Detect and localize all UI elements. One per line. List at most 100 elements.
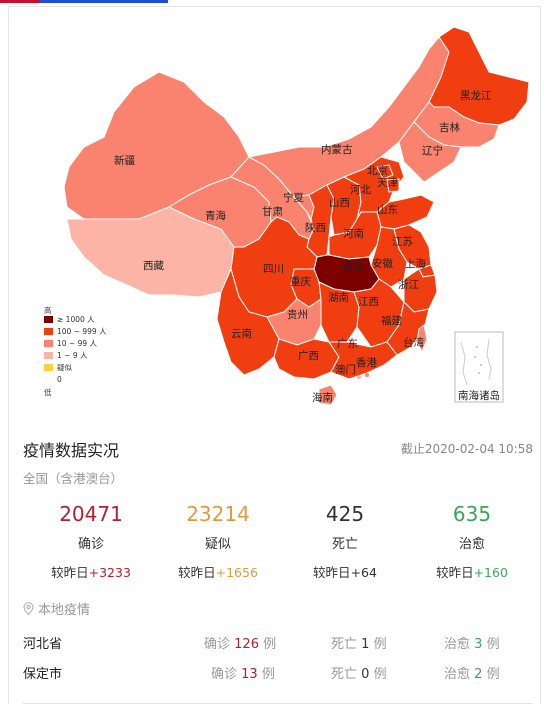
province-taiwan[interactable] [416, 324, 428, 354]
stats-timestamp: 截止2020-02-04 10:58 [400, 442, 533, 456]
region-cured: 治愈 3 例 [444, 633, 500, 652]
label-shaanxi: 陕西 [305, 221, 326, 234]
province-liaoning[interactable] [398, 121, 462, 183]
cured-label: 治愈 [444, 667, 471, 682]
label-chongqing: 重庆 [290, 275, 311, 288]
region-confirmed: 确诊 13 例 [211, 663, 275, 682]
legend-high: 高 [44, 305, 52, 315]
label-yunnan: 云南 [231, 327, 252, 340]
death-label: 死亡 [331, 637, 358, 652]
top-accent-bar [0, 0, 549, 3]
label-liaoning: 辽宁 [422, 144, 443, 157]
label-shandong: 山东 [377, 203, 398, 216]
label-hebei: 河北 [350, 184, 371, 196]
region-name: 保定市 [23, 667, 63, 682]
delta-prefix: 较昨日 [178, 565, 216, 580]
unit: 例 [486, 667, 500, 682]
unit: 例 [373, 667, 387, 682]
unit: 例 [486, 637, 500, 652]
confirmed-count: 126 [234, 637, 259, 652]
legend-low: 低 [44, 387, 52, 397]
province-heilongjiang[interactable] [428, 26, 530, 126]
label-henan: 河南 [343, 227, 364, 240]
unit: 例 [373, 637, 387, 652]
label-beijing: 北京 [367, 164, 388, 177]
stats-scope: 全国（含港澳台） [23, 471, 124, 486]
province-xianggang[interactable] [365, 373, 369, 377]
legend-label-zero: 0 [57, 375, 62, 384]
legend-label-10: 10 ~ 99 人 [57, 339, 98, 348]
stat-confirmed-value: 20471 [59, 502, 123, 526]
legend-swatch-1 [44, 352, 53, 359]
stat-cured-delta-row: 较昨日+160 [412, 562, 532, 581]
cured-label: 治愈 [444, 637, 471, 652]
label-qinghai: 青海 [205, 209, 226, 222]
label-hubei: 湖北 [342, 262, 363, 274]
stat-cured-label: 治愈 [458, 537, 485, 552]
label-jiangsu: 江苏 [392, 235, 413, 248]
location-pin-icon [23, 602, 34, 615]
region-row[interactable]: 河北省 确诊 126 例 死亡 1 例 治愈 3 例 [23, 633, 533, 655]
label-shanxi: 山西 [329, 197, 350, 209]
label-xinjiang: 新疆 [114, 154, 135, 167]
region-death: 死亡 1 例 [331, 633, 387, 652]
label-xizang: 西藏 [143, 260, 164, 272]
legend-swatch-suspect [44, 364, 53, 371]
top-accent-red [0, 0, 40, 3]
stats-header: 疫情数据实况 截止2020-02-04 10:58 [23, 437, 533, 461]
label-anhui: 安徽 [372, 257, 393, 270]
local-epidemic-title: 本地疫情 [23, 599, 90, 618]
stat-confirmed-delta: +3233 [88, 565, 131, 580]
region-name: 河北省 [23, 637, 63, 652]
province-fujian[interactable] [386, 300, 430, 356]
stat-death-delta: +64 [350, 565, 377, 580]
delta-prefix: 较昨日 [313, 565, 351, 580]
stat-confirmed: 20471 确诊 较昨日+3233 [31, 501, 151, 581]
label-hainan: 海南 [312, 391, 333, 404]
stat-suspected: 23214 疑似 较昨日+1656 [158, 501, 278, 581]
china-epidemic-map[interactable]: 南海诸岛 黑龙江 吉林 辽宁 内蒙古 新疆 北京 天津 河北 山西 山东 宁夏 … [9, 7, 542, 427]
region-row[interactable]: 保定市 确诊 13 例 死亡 0 例 治愈 2 例 [23, 663, 533, 685]
legend-label-1000: ≥ 1000 人 [57, 315, 95, 324]
death-count: 0 [361, 667, 370, 682]
top-accent-blue [40, 0, 168, 3]
stat-confirmed-delta-row: 较昨日+3233 [31, 562, 151, 581]
stat-cured: 635 治愈 较昨日+160 [412, 501, 532, 581]
label-guangxi: 广西 [298, 350, 319, 362]
stat-cured-delta: +160 [473, 565, 508, 580]
province-tianjin[interactable] [386, 178, 400, 193]
legend-label-100: 100 ~ 999 人 [57, 327, 107, 336]
region-death: 死亡 0 例 [331, 663, 387, 682]
confirmed-label: 确诊 [211, 667, 238, 682]
label-zhejiang: 浙江 [398, 279, 419, 291]
south-sea-label: 南海诸岛 [458, 389, 500, 402]
legend-label-1: 1 ~ 9 人 [57, 351, 88, 360]
epidemic-card: 南海诸岛 黑龙江 吉林 辽宁 内蒙古 新疆 北京 天津 河北 山西 山东 宁夏 … [8, 6, 541, 704]
province-aomen[interactable] [357, 375, 361, 379]
south-sea-inset [454, 331, 504, 403]
local-epidemic-title-text: 本地疫情 [38, 603, 91, 618]
province-beijing[interactable] [376, 164, 394, 180]
stat-suspected-delta-row: 较昨日+1656 [158, 562, 278, 581]
label-neimenggu: 内蒙古 [321, 143, 353, 156]
label-sichuan: 四川 [263, 263, 284, 275]
stat-suspected-value: 23214 [186, 502, 250, 526]
region-cured: 治愈 2 例 [444, 663, 500, 682]
stats-title: 疫情数据实况 [23, 441, 120, 460]
label-guangdong: 广东 [337, 337, 358, 350]
label-guizhou: 贵州 [287, 308, 308, 321]
unit: 例 [263, 637, 277, 652]
stat-suspected-delta: +1656 [215, 565, 258, 580]
stat-death-value: 425 [325, 502, 365, 526]
label-heilongjiang: 黑龙江 [460, 89, 492, 102]
label-tianjin: 天津 [377, 177, 398, 189]
stat-cured-value: 635 [452, 502, 492, 526]
province-guangdong[interactable] [328, 341, 398, 380]
label-aomen: 澳门 [335, 363, 356, 376]
delta-prefix: 较昨日 [51, 565, 89, 580]
region-confirmed: 确诊 126 例 [204, 633, 276, 652]
cured-count: 2 [474, 667, 483, 682]
province-hainan[interactable] [318, 384, 338, 406]
death-count: 1 [361, 637, 370, 652]
death-label: 死亡 [331, 667, 358, 682]
